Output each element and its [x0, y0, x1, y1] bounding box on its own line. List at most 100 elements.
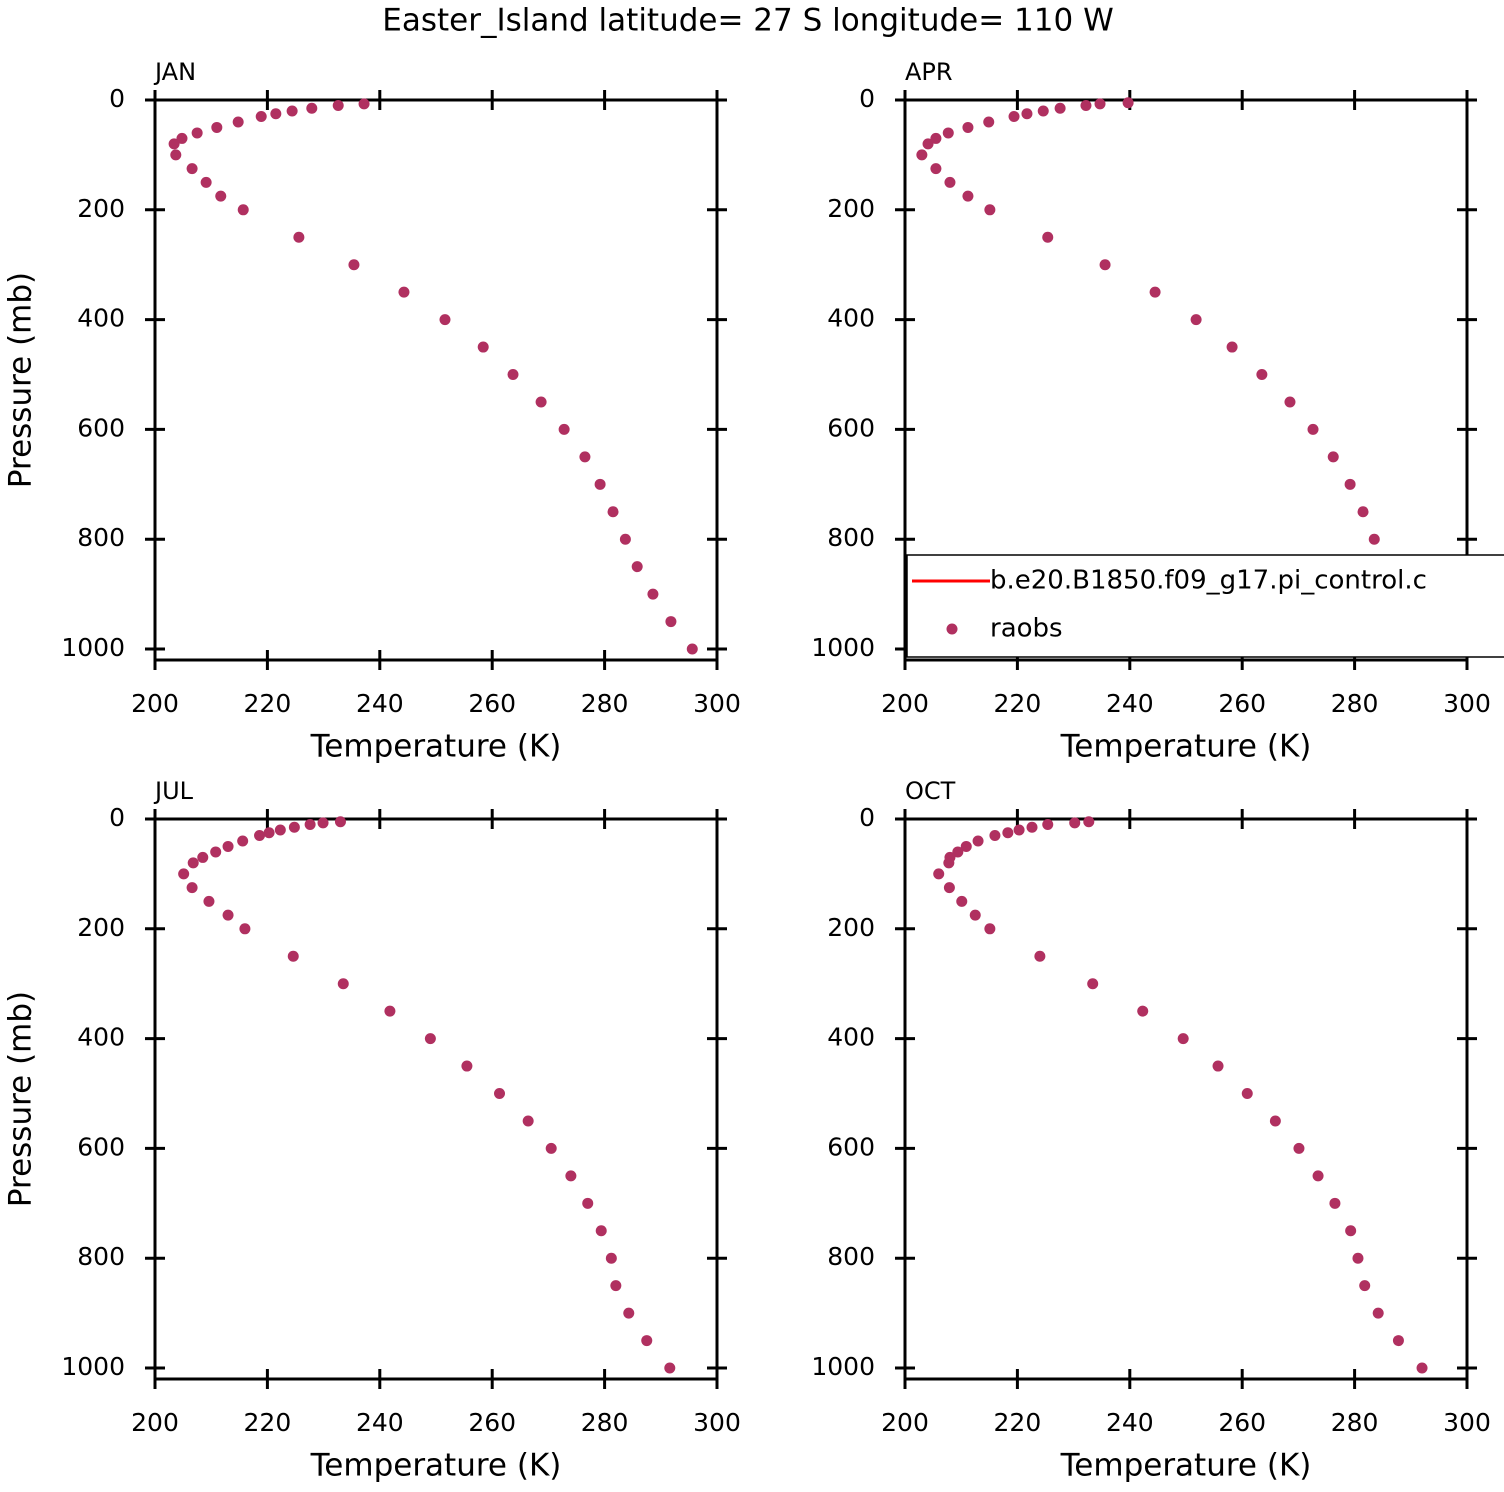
obs-point [1226, 341, 1238, 353]
obs-point [507, 369, 519, 381]
obs-point [1021, 108, 1033, 120]
obs-point [610, 1280, 622, 1292]
plot-frame [903, 817, 1469, 1381]
y-tick-label: 800 [77, 1242, 125, 1271]
obs-point [665, 616, 677, 628]
obs-point [1327, 451, 1339, 463]
y-tick-label: 400 [827, 304, 875, 333]
obs-point [960, 840, 972, 852]
x-tick-label: 280 [1331, 1408, 1379, 1437]
obs-point [522, 1115, 534, 1127]
y-axis-title: Pressure (mb) [3, 991, 39, 1207]
obs-point [178, 868, 190, 880]
obs-point [237, 204, 249, 216]
obs-point [1042, 818, 1054, 830]
obs-point [1008, 110, 1020, 122]
legend-box [906, 554, 1504, 658]
x-tick-label: 200 [881, 689, 929, 718]
obs-point [203, 895, 215, 907]
obs-point [288, 821, 300, 833]
obs-point [222, 840, 234, 852]
obs-point [942, 127, 954, 139]
x-tick-label: 240 [1106, 1408, 1154, 1437]
x-tick-label: 240 [356, 1408, 404, 1437]
obs-point [1368, 533, 1380, 545]
y-tick-label: 0 [859, 803, 875, 832]
obs-point [943, 882, 955, 894]
y-tick-label: 0 [109, 803, 125, 832]
obs-point [494, 1088, 506, 1100]
obs-point [933, 868, 945, 880]
x-tick-label: 280 [1331, 689, 1379, 718]
obs-point [579, 451, 591, 463]
obs-point [255, 110, 267, 122]
obs-point [1352, 1252, 1364, 1264]
obs-point [558, 423, 570, 435]
obs-point [641, 1335, 653, 1347]
x-tick-label: 300 [1443, 689, 1491, 718]
y-tick-label: 200 [827, 194, 875, 223]
obs-point [210, 846, 222, 858]
obs-point [239, 923, 251, 935]
obs-point [1054, 102, 1066, 114]
x-tick-label: 260 [1218, 1408, 1266, 1437]
y-tick-label: 600 [827, 413, 875, 442]
y-tick-label: 800 [77, 523, 125, 552]
obs-point [952, 846, 964, 858]
obs-point [332, 99, 344, 111]
x-axis-title: Temperature (K) [1060, 1448, 1312, 1484]
obs-point [944, 176, 956, 188]
obs-point [1416, 1362, 1428, 1374]
obs-point [605, 1252, 617, 1264]
obs-point [1094, 98, 1106, 110]
obs-point [461, 1060, 473, 1072]
obs-point [647, 588, 659, 600]
obs-point [545, 1142, 557, 1154]
x-axis-title: Temperature (K) [310, 1448, 562, 1484]
y-tick-label: 400 [827, 1023, 875, 1052]
obs-point [594, 478, 606, 490]
plot-frame [153, 98, 719, 662]
obs-point [306, 102, 318, 114]
obs-point [1392, 1335, 1404, 1347]
obs-point [943, 857, 955, 869]
obs-point [623, 1307, 635, 1319]
obs-point [607, 506, 619, 518]
panel-label: OCT [905, 777, 956, 805]
x-tick-label: 280 [581, 1408, 629, 1437]
y-tick-label: 0 [859, 84, 875, 113]
obs-point [398, 286, 410, 298]
obs-point [274, 824, 286, 836]
y-tick-label: 1000 [811, 1352, 875, 1381]
x-tick-label: 260 [468, 1408, 516, 1437]
obs-point [972, 835, 984, 847]
y-tick-label: 200 [77, 194, 125, 223]
obs-point [1013, 824, 1025, 836]
obs-point [191, 127, 203, 139]
x-tick-label: 220 [244, 689, 292, 718]
obs-point [1190, 314, 1202, 326]
obs-point [1345, 1225, 1357, 1237]
obs-point [1002, 827, 1014, 839]
obs-point [424, 1033, 436, 1045]
obs-point [989, 829, 1001, 841]
obs-point [1080, 99, 1092, 111]
x-tick-label: 300 [1443, 1408, 1491, 1437]
obs-point [304, 818, 316, 830]
y-tick-label: 1000 [61, 633, 125, 662]
obs-point [631, 561, 643, 573]
obs-point [176, 132, 188, 144]
x-tick-label: 240 [1106, 689, 1154, 718]
obs-point [237, 835, 249, 847]
obs-point [170, 149, 182, 161]
obs-point [1149, 286, 1161, 298]
obs-point [1099, 259, 1111, 271]
obs-point [1241, 1088, 1253, 1100]
figure-title: Easter_Island latitude= 27 S longitude= … [382, 3, 1113, 39]
obs-point [187, 857, 199, 869]
x-tick-label: 200 [131, 689, 179, 718]
y-tick-label: 800 [827, 523, 875, 552]
x-axis-title: Temperature (K) [1060, 729, 1312, 765]
x-tick-label: 220 [994, 1408, 1042, 1437]
